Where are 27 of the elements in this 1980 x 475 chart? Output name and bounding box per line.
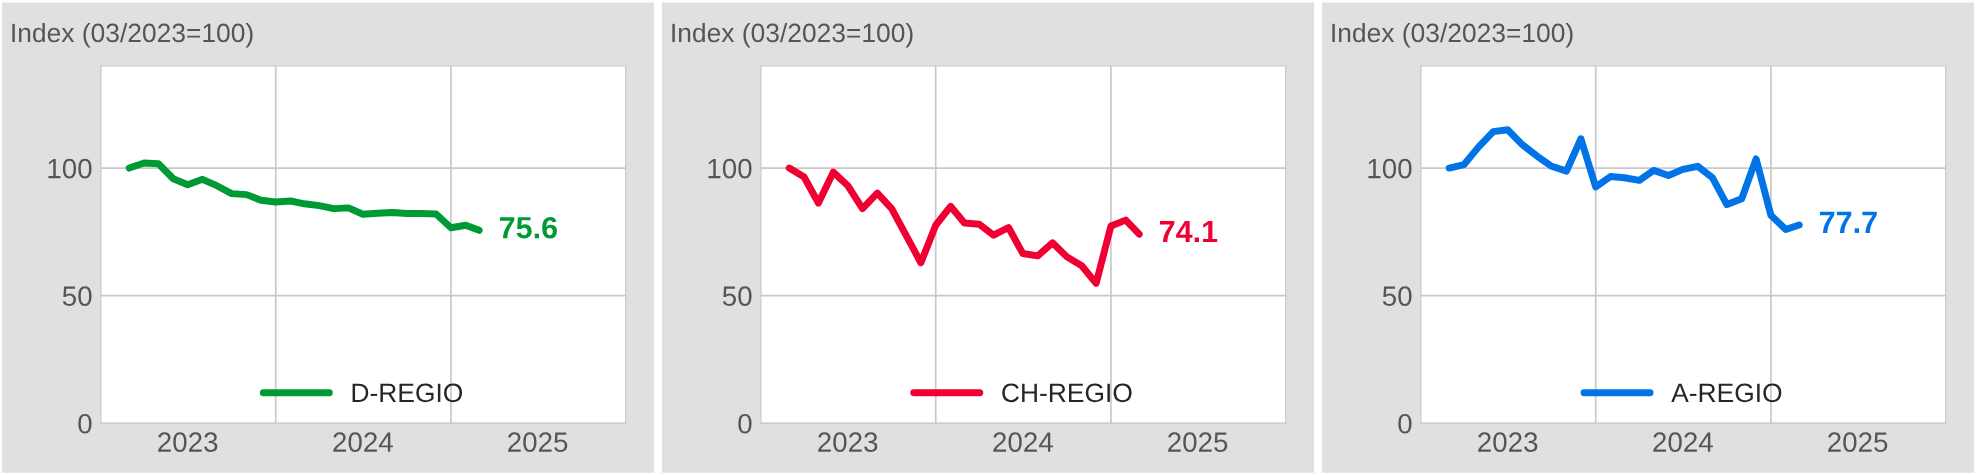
y-tick-label: 100 [48, 158, 92, 179]
x-tick-label: 2023 [1478, 432, 1538, 452]
chart-title: Index (03/2023=100) [672, 22, 913, 48]
x-tick-label: 2024 [1653, 432, 1713, 452]
legend-label: D-REGIO [352, 383, 463, 403]
chart-title: Index (03/2023=100) [1332, 22, 1573, 48]
x-tick-label: 2024 [993, 432, 1053, 452]
x-tick-label: 2025 [508, 432, 568, 452]
chart-title: Index (03/2023=100) [12, 22, 253, 48]
y-tick-label: 50 [62, 286, 92, 306]
annotation: 77.7 [1819, 211, 1877, 233]
x-tick-label: 2024 [333, 432, 393, 452]
y-tick-label: 0 [1398, 413, 1412, 434]
y-tick-label: 50 [1382, 286, 1412, 306]
x-tick-label: 2025 [1168, 432, 1228, 452]
y-tick-label: 0 [738, 413, 752, 434]
y-tick-label: 100 [1368, 158, 1412, 179]
annotation: 74.1 [1159, 221, 1218, 243]
legend-label: CH-REGIO [1002, 383, 1132, 403]
x-tick-label: 2025 [1828, 432, 1888, 452]
legend-label: A-REGIO [1671, 383, 1782, 403]
x-tick-label: 2023 [818, 432, 878, 452]
x-tick-label: 2023 [158, 432, 218, 452]
y-tick-label: 50 [722, 286, 752, 306]
y-tick-label: 100 [708, 158, 752, 179]
y-tick-label: 0 [78, 413, 92, 434]
annotation: 75.6 [499, 216, 557, 239]
